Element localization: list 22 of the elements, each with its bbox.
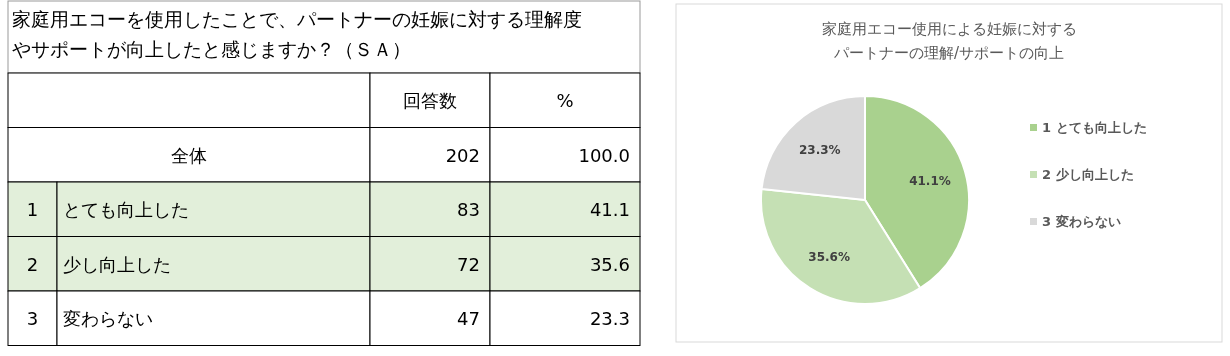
category-label: 2 少し向上した: [26, 253, 171, 275]
category-label: 1 とても向上した: [26, 199, 189, 221]
legend-label: 3 変わらない: [1042, 214, 1121, 229]
text: 100.0: [578, 144, 630, 166]
text: 47: [457, 308, 480, 330]
legend-label: 1 とても向上した: [1042, 120, 1147, 135]
text: 83: [457, 199, 480, 221]
chart-title: 家庭用エコー使用による妊娠に対するパートナーの理解/サポートの向上: [821, 20, 1077, 62]
category-label: 3 変わらない: [26, 308, 153, 330]
text: 23.3: [589, 308, 630, 330]
category-label: %: [556, 90, 574, 112]
category-label: 全体: [171, 144, 207, 166]
text: 35.6: [589, 253, 630, 275]
text: 72: [457, 253, 480, 275]
text: 202: [445, 144, 480, 166]
legend-label: 2 少し向上した: [1042, 167, 1134, 182]
text: 家庭用エコーを使用したことで、パートナーの妊娠に対する理解度やサポートが向上したと感じますか？（ＳＡ）: [12, 8, 582, 60]
data-label: 35.6%: [808, 250, 850, 265]
text: 41.1: [589, 199, 630, 221]
category-label: 回答数: [403, 90, 457, 112]
data-label: 41.1%: [909, 174, 951, 189]
data-label: 23.3%: [799, 142, 841, 157]
